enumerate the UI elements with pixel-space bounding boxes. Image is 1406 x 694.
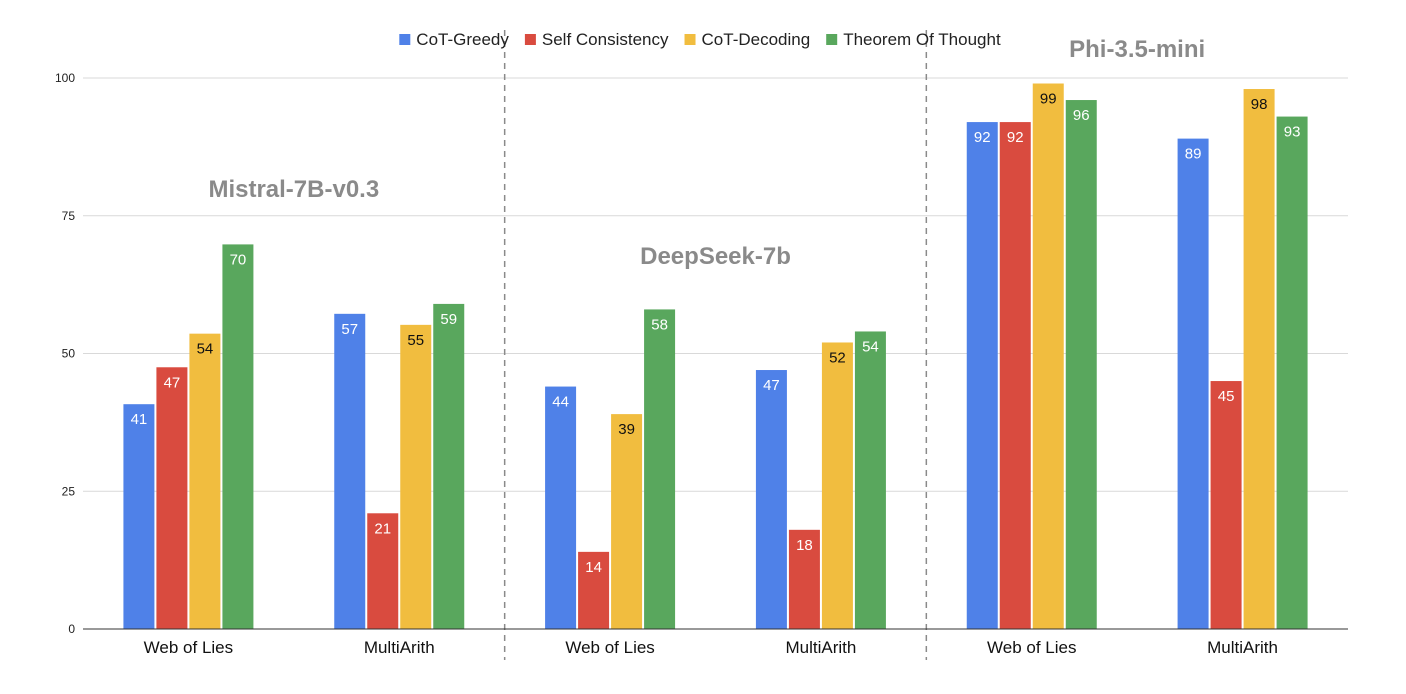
bar-phi-3-5-mini-web-of-lies-theorem-of-thought xyxy=(1065,100,1097,630)
x-tick-label: Web of Lies xyxy=(987,638,1076,657)
group-dividers xyxy=(503,30,928,660)
data-label: 59 xyxy=(440,311,457,328)
bar-deepseek-7b-multiarith-cot-greedy xyxy=(755,370,787,629)
y-tick-label: 0 xyxy=(68,622,75,636)
data-label: 99 xyxy=(1040,91,1057,108)
y-tick-label: 100 xyxy=(55,71,75,85)
x-tick-label: Web of Lies xyxy=(565,638,654,657)
data-label: 18 xyxy=(796,537,813,554)
legend-swatch xyxy=(399,34,411,45)
group-title-deepseek-7b: DeepSeek-7b xyxy=(640,243,791,270)
y-tick-label: 50 xyxy=(62,347,76,361)
legend-label: Theorem Of Thought xyxy=(843,30,1001,49)
group-title-mistral-7b-v0-3: Mistral-7B-v0.3 xyxy=(208,176,379,203)
data-label: 57 xyxy=(341,321,358,338)
data-label: 92 xyxy=(1007,129,1024,146)
legend-item-cot-decoding: CoT-Decoding xyxy=(684,30,811,49)
bar-deepseek-7b-multiarith-theorem-of-thought xyxy=(854,331,886,629)
y-tick-label: 75 xyxy=(62,209,76,223)
x-tick-label: Web of Lies xyxy=(144,638,233,657)
bar-phi-3-5-mini-multiarith-cot-decoding xyxy=(1243,89,1275,629)
bar-mistral-7b-v0-3-multiarith-theorem-of-thought xyxy=(433,303,465,629)
bar-mistral-7b-v0-3-web-of-lies-self-consistency xyxy=(156,367,188,629)
data-label: 45 xyxy=(1218,388,1235,405)
data-label: 21 xyxy=(374,520,391,537)
group-title-phi-3-5-mini: Phi-3.5-mini xyxy=(1069,36,1205,63)
data-label: 92 xyxy=(974,129,991,146)
x-tick-label: MultiArith xyxy=(1207,638,1278,657)
data-label: 58 xyxy=(651,316,668,333)
data-label: 39 xyxy=(618,421,635,438)
bar-deepseek-7b-web-of-lies-cot-decoding xyxy=(611,414,643,629)
bar-phi-3-5-mini-multiarith-theorem-of-thought xyxy=(1276,116,1308,629)
bar-mistral-7b-v0-3-multiarith-cot-greedy xyxy=(334,313,366,629)
axes: 0 25 50 75 100 Web of Lies MultiArith Web of Li… xyxy=(55,71,1348,657)
y-tick-label: 25 xyxy=(62,484,76,498)
bar-deepseek-7b-multiarith-cot-decoding xyxy=(821,342,853,629)
bar-mistral-7b-v0-3-web-of-lies-cot-decoding xyxy=(189,333,221,629)
legend-swatch xyxy=(826,34,838,45)
bar-phi-3-5-mini-multiarith-cot-greedy xyxy=(1177,138,1209,630)
legend-label: Self Consistency xyxy=(542,30,669,49)
data-label: 44 xyxy=(552,394,569,411)
bar-phi-3-5-mini-web-of-lies-cot-greedy xyxy=(966,122,998,629)
data-label: 96 xyxy=(1073,107,1090,124)
data-label: 52 xyxy=(829,349,846,366)
legend-swatch xyxy=(524,34,536,45)
bar-deepseek-7b-web-of-lies-theorem-of-thought xyxy=(644,309,676,629)
bar-mistral-7b-v0-3-web-of-lies-theorem-of-thought xyxy=(222,244,254,630)
legend-label: CoT-Decoding xyxy=(702,30,811,49)
data-label: 89 xyxy=(1185,146,1202,163)
bar-mistral-7b-v0-3-web-of-lies-cot-greedy xyxy=(123,404,155,629)
legend-item-self-consistency: Self Consistency xyxy=(524,30,669,49)
data-label: 47 xyxy=(164,374,181,391)
x-tick-label: MultiArith xyxy=(364,638,435,657)
legend-item-cot-greedy: CoT-Greedy xyxy=(399,30,509,49)
bars xyxy=(123,83,1308,630)
data-label: 93 xyxy=(1284,124,1301,141)
gridlines xyxy=(83,77,1348,492)
data-label: 54 xyxy=(197,341,214,358)
data-label: 54 xyxy=(862,338,879,355)
data-label: 14 xyxy=(585,559,602,576)
bar-phi-3-5-mini-web-of-lies-self-consistency xyxy=(999,122,1031,629)
bar-phi-3-5-mini-web-of-lies-cot-decoding xyxy=(1032,83,1064,629)
legend-item-theorem-of-thought: Theorem Of Thought xyxy=(826,30,1001,49)
data-label: 98 xyxy=(1251,96,1268,113)
legend: CoT-Greedy Self Consistency CoT-Decoding Th… xyxy=(399,30,1001,49)
group-titles: Mistral-7B-v0.3 DeepSeek-7b Phi-3.5-mini xyxy=(208,36,1205,270)
bar-deepseek-7b-multiarith-self-consistency xyxy=(788,529,820,629)
data-label: 47 xyxy=(763,377,780,394)
data-label: 55 xyxy=(407,332,424,349)
x-tick-label: MultiArith xyxy=(785,638,856,657)
legend-label: CoT-Greedy xyxy=(416,30,509,49)
bar-mistral-7b-v0-3-multiarith-cot-decoding xyxy=(400,324,432,629)
data-labels: 41 47 54 70 57 21 55 59 44 14 39 58 47 18 52 54 92 92 99 96… xyxy=(131,91,1301,576)
data-label: 70 xyxy=(230,251,247,268)
data-label: 41 xyxy=(131,411,148,428)
bar-deepseek-7b-web-of-lies-self-consistency xyxy=(578,551,610,629)
bar-phi-3-5-mini-multiarith-self-consistency xyxy=(1210,381,1242,629)
legend-swatch xyxy=(684,34,696,45)
bar-deepseek-7b-web-of-lies-cot-greedy xyxy=(545,386,577,629)
bar-mistral-7b-v0-3-multiarith-self-consistency xyxy=(367,513,399,629)
